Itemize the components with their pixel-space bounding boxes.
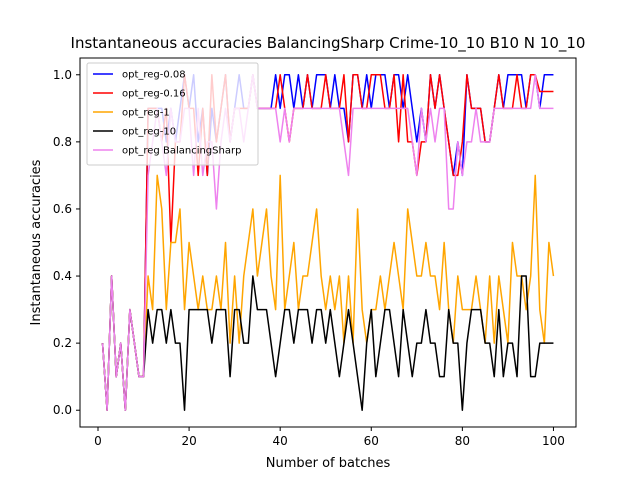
x-axis-label: Number of batches xyxy=(266,456,391,471)
y-tick-label: 0.6 xyxy=(53,202,72,216)
plot-frame xyxy=(79,57,577,428)
legend-box xyxy=(86,62,259,166)
x-tick-label: 60 xyxy=(364,434,379,448)
x-tick-label: 40 xyxy=(273,434,288,448)
legend-label: opt_reg-10 xyxy=(122,127,176,138)
series-line-opt-reg-10 xyxy=(101,275,554,411)
y-tick-label: 0.2 xyxy=(53,336,72,350)
x-tick-label: 20 xyxy=(181,434,196,448)
y-tick-label: 1.0 xyxy=(53,68,72,82)
series-line-opt-reg-1 xyxy=(101,174,555,411)
legend-label: opt_reg-0.16 xyxy=(122,89,186,100)
y-tick-label: 0.4 xyxy=(53,269,72,283)
x-axis: 0 20 40 60 80 100 xyxy=(94,427,565,448)
y-tick-label: 0.8 xyxy=(53,135,72,149)
x-tick-label: 0 xyxy=(94,434,102,448)
chart-title: Instantaneous accuracies BalancingSharp … xyxy=(71,34,586,53)
legend-label: opt_reg-0.08 xyxy=(122,70,186,81)
legend: opt_reg-0.08 opt_reg-0.16 opt_reg-1 opt_reg… xyxy=(86,62,259,166)
legend-label: opt_reg-1 xyxy=(122,108,170,119)
x-tick-label: 100 xyxy=(542,434,565,448)
legend-label: opt_reg BalancingSharp xyxy=(122,146,241,157)
x-tick-label: 80 xyxy=(455,434,470,448)
y-axis: 0.0 0.2 0.4 0.6 0.8 1.0 xyxy=(53,68,80,417)
y-tick-label: 0.0 xyxy=(53,403,72,417)
y-axis-label: Instantaneous accuracies xyxy=(29,159,44,325)
